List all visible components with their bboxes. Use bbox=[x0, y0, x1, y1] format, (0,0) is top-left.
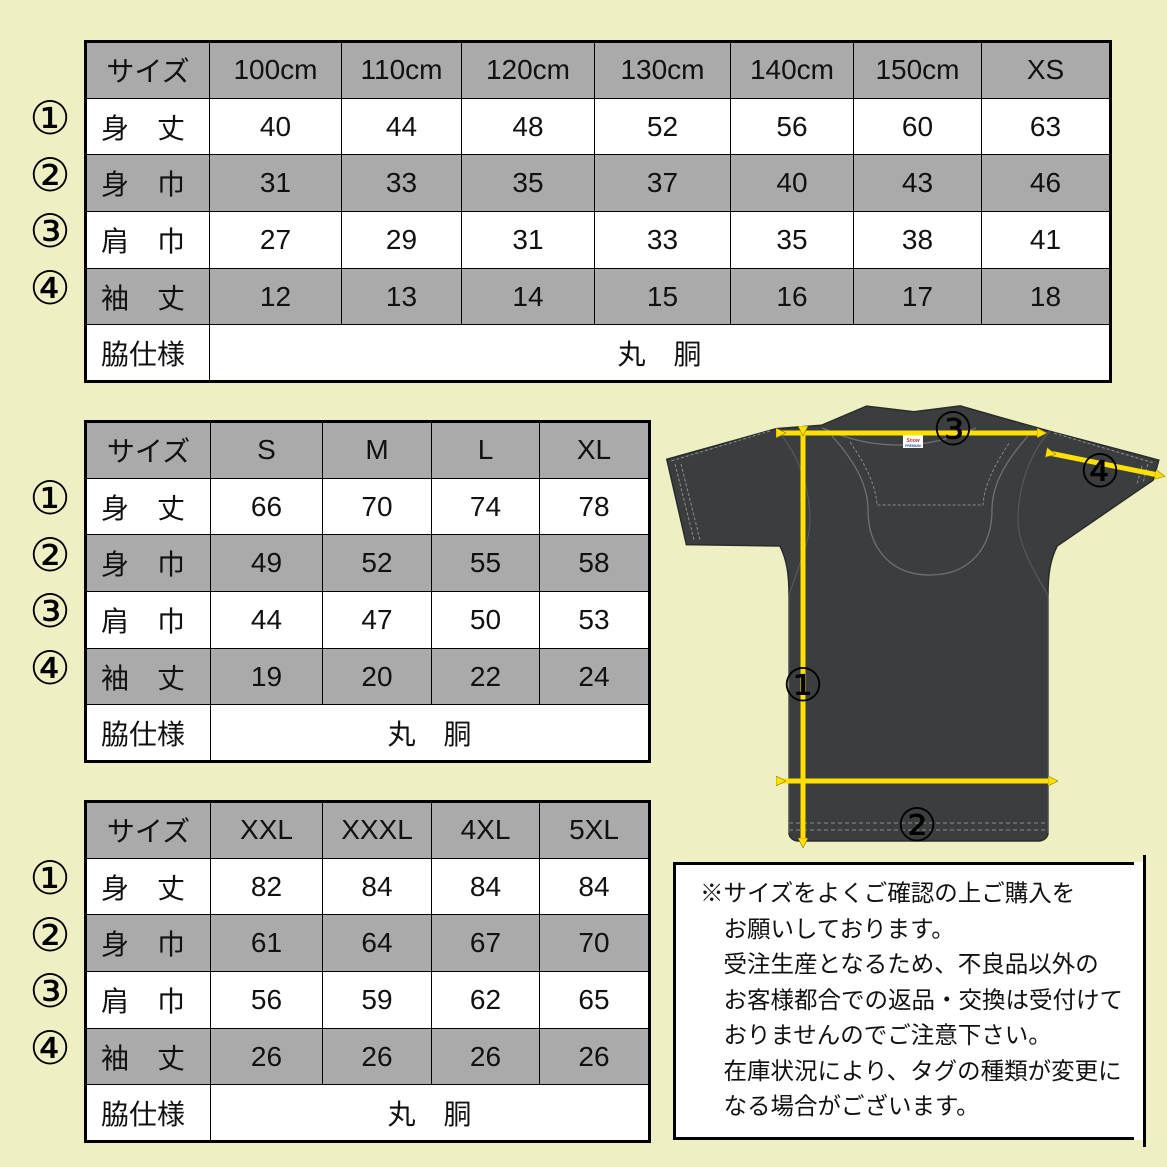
svg-text:PREMIUM: PREMIUM bbox=[905, 444, 921, 448]
